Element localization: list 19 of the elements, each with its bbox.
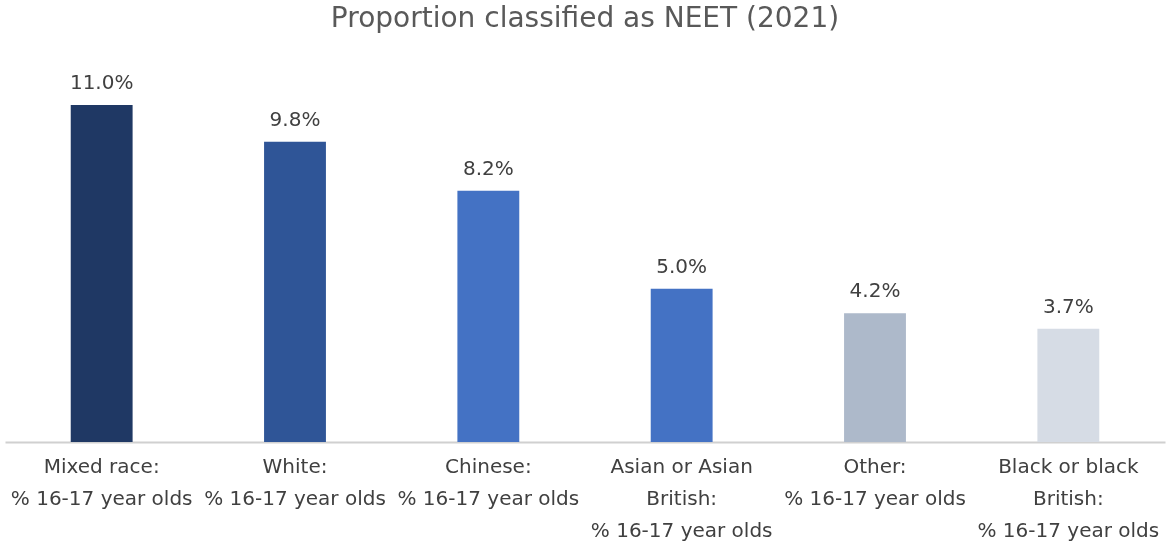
x-tick-label: Mixed race: % 16-17 year olds <box>10 453 193 510</box>
bar <box>1037 328 1100 442</box>
data-label: 4.2% <box>849 278 901 303</box>
data-label: 5.0% <box>656 253 708 278</box>
x-tick-label: Black or black British: % 16-17 year olds <box>977 453 1160 542</box>
bar <box>457 190 520 442</box>
x-tick-label: Chinese: % 16-17 year olds <box>397 453 580 510</box>
bar <box>650 288 713 442</box>
bar <box>70 105 133 442</box>
data-label: 9.8% <box>269 106 321 131</box>
bar <box>844 313 906 442</box>
data-label: 11.0% <box>69 70 134 94</box>
bar <box>264 141 326 442</box>
data-label: 8.2% <box>462 155 514 180</box>
chart-title: Proportion classified as NEET (2021) <box>330 1 840 34</box>
data-label: 3.7% <box>1042 293 1094 318</box>
x-tick-label: Asian or Asian British: % 16-17 year olds <box>590 453 773 542</box>
x-tick-label: Other: % 16-17 year olds <box>784 453 966 510</box>
x-tick-label: White: % 16-17 year olds <box>204 453 386 510</box>
